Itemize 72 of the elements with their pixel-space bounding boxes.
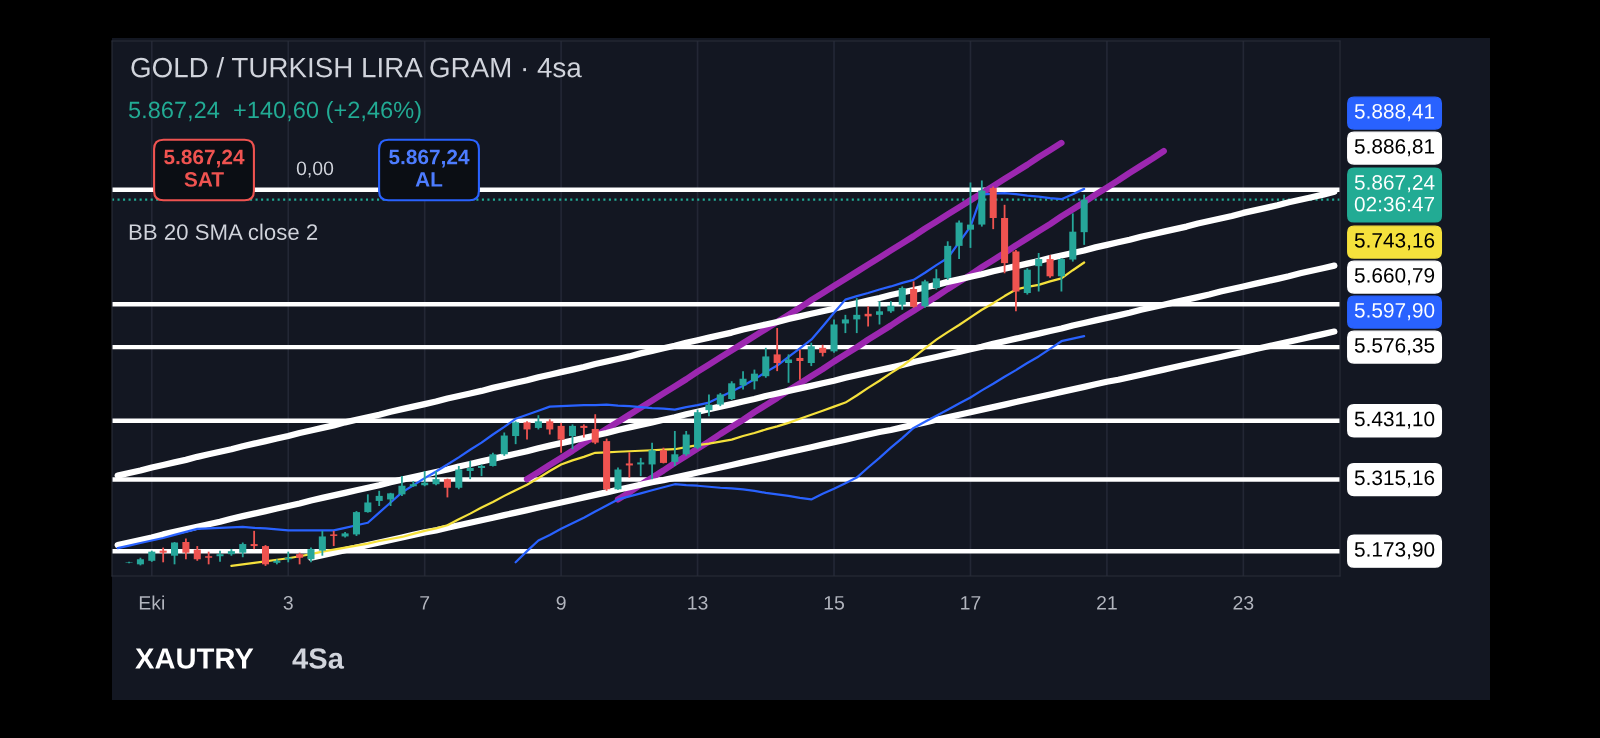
candlestick xyxy=(614,466,622,491)
text: 5.743,16 xyxy=(1354,232,1435,251)
x-tick-label: 23 xyxy=(1233,595,1254,610)
candlestick xyxy=(182,537,190,561)
ref-line-label: 5.315,16 xyxy=(1354,470,1435,488)
candlestick xyxy=(1046,254,1054,279)
text: 5.867,24 +140,60 (+2,46%) xyxy=(128,101,421,123)
candlestick xyxy=(671,430,679,467)
candlestick xyxy=(523,420,531,441)
candlestick xyxy=(841,313,849,334)
candlestick xyxy=(591,413,599,446)
x-tick-label: 7 xyxy=(420,596,430,610)
candlestick xyxy=(1057,257,1065,293)
candlestick xyxy=(466,459,474,481)
candlestick xyxy=(966,181,974,249)
candlestick xyxy=(1023,267,1031,296)
annotation: 5.867,24 SAT xyxy=(164,149,245,187)
candlestick xyxy=(500,431,508,457)
candlestick xyxy=(898,285,906,311)
candlestick xyxy=(580,423,588,439)
candlestick xyxy=(807,341,815,367)
annotation: BB 20 SMA close 2 xyxy=(129,223,318,240)
annotation: 5.867,24 AL xyxy=(389,149,470,187)
candlestick xyxy=(568,423,577,451)
candlestick xyxy=(250,529,258,551)
chart-title: GOLD / TURKISH LIRA GRAM · 4sa xyxy=(131,57,582,78)
x-tick-label: 9 xyxy=(556,595,566,610)
candlestick xyxy=(1035,252,1043,293)
text: 5.888,41 xyxy=(1354,103,1435,122)
candlestick xyxy=(910,280,918,309)
x-tick-label: 17 xyxy=(961,596,981,610)
ref-line-label: 5.886,81 xyxy=(1354,138,1435,157)
candlestick xyxy=(762,346,770,379)
candlestick xyxy=(352,510,360,537)
ref-line-label: 5.173,90 xyxy=(1354,542,1435,560)
candlestick xyxy=(455,465,463,491)
candlestick xyxy=(625,451,633,479)
text: 4Sa xyxy=(292,648,345,669)
candlestick xyxy=(216,549,224,563)
candlestick xyxy=(682,430,690,457)
text: 5.597,90 xyxy=(1354,302,1435,321)
candlestick xyxy=(875,300,884,326)
candlestick xyxy=(318,529,326,557)
candlestick xyxy=(637,456,645,478)
x-tick-label: 21 xyxy=(1097,595,1117,610)
candlestick xyxy=(364,493,372,514)
candlestick xyxy=(785,353,793,384)
candlestick xyxy=(796,348,804,381)
candlestick xyxy=(728,380,736,401)
candlestick xyxy=(739,370,747,391)
candlestick xyxy=(773,327,781,373)
ref-line-label: 5.867,24 02:36:47 xyxy=(1354,175,1435,212)
candlestick xyxy=(705,393,713,418)
ref-line-label: 5.576,35 xyxy=(1354,337,1435,356)
candlestick xyxy=(512,420,520,446)
candlestick xyxy=(398,475,406,497)
text: XAUTRY xyxy=(135,648,254,669)
annotation: 0,00 xyxy=(296,161,334,178)
candlestick xyxy=(557,421,565,454)
candlestick xyxy=(171,541,179,566)
ref-line-label: 5.431,10 xyxy=(1354,411,1435,429)
candlestick xyxy=(750,368,758,391)
candlestick xyxy=(648,441,656,481)
x-tick-label: 3 xyxy=(283,595,293,610)
candlestick xyxy=(261,544,270,567)
candlestick xyxy=(955,219,963,260)
candlestick xyxy=(330,529,338,547)
candlestick xyxy=(932,268,940,291)
x-tick-label: 13 xyxy=(688,595,708,610)
x-tick-label: Eki xyxy=(139,595,164,610)
ref-line-label: 5.660,79 xyxy=(1354,267,1435,286)
x-tick-label: 15 xyxy=(824,596,845,610)
